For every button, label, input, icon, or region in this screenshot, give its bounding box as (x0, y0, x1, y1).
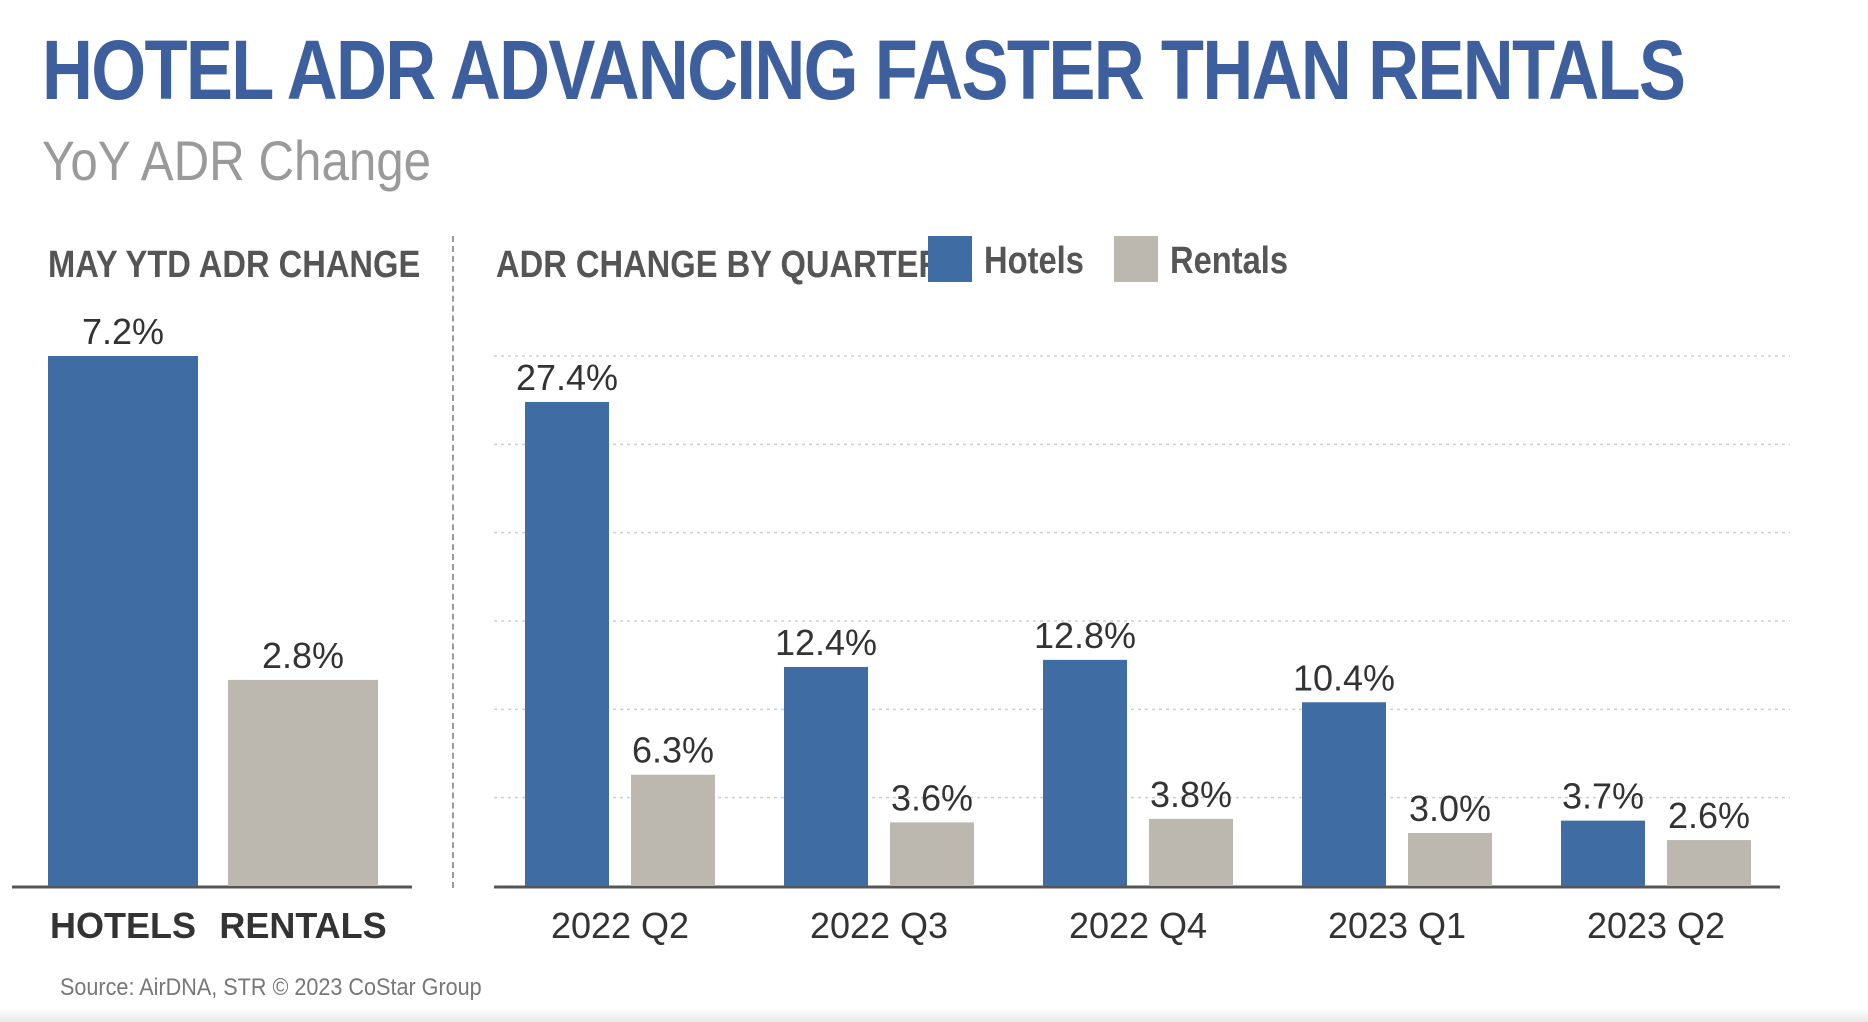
bar-hotels-2022-q3 (784, 666, 868, 886)
quarter-panel-title: ADR CHANGE BY QUARTER (496, 244, 943, 286)
legend-swatch-hotels (928, 236, 972, 282)
value-label-hotels-2023-q2: 3.7% (1562, 776, 1644, 817)
chart-subtitle: YoY ADR Change (42, 129, 432, 192)
ytd-category-label-rentals: RENTALS (219, 905, 386, 946)
ytd-value-label-hotels: 7.2% (82, 311, 164, 352)
bar-hotels-2023-q2 (1561, 820, 1645, 886)
value-label-rentals-2022-q2: 6.3% (632, 730, 714, 771)
legend-label-hotels: Hotels (984, 240, 1084, 282)
ytd-panel-title: MAY YTD ADR CHANGE (48, 244, 421, 286)
value-label-hotels-2023-q1: 10.4% (1293, 657, 1395, 698)
legend-swatch-rentals (1114, 236, 1158, 282)
legend-label-rentals: Rentals (1170, 240, 1289, 282)
bar-rentals-2023-q2 (1667, 840, 1751, 886)
bar-rentals-2022-q4 (1149, 818, 1233, 886)
value-label-hotels-2022-q2: 27.4% (516, 357, 618, 398)
x-tick-label-2023-q1: 2023 Q1 (1328, 905, 1466, 946)
panel-divider (452, 236, 454, 888)
bar-rentals-2023-q1 (1408, 833, 1492, 886)
value-label-rentals-2023-q1: 3.0% (1409, 788, 1491, 829)
bar-hotels-2022-q2 (525, 401, 609, 886)
ytd-category-label-hotels: HOTELS (50, 905, 196, 946)
ytd-value-label-rentals: 2.8% (262, 635, 344, 676)
value-label-hotels-2022-q3: 12.4% (775, 622, 877, 663)
bar-hotels-2022-q4 (1043, 659, 1127, 886)
source-note: Source: AirDNA, STR © 2023 CoStar Group (60, 974, 482, 1001)
ytd-bar-hotels (48, 356, 198, 886)
bar-rentals-2022-q2 (631, 774, 715, 886)
bar-hotels-2023-q1 (1302, 702, 1386, 886)
bottom-shade (0, 1008, 1868, 1022)
x-tick-label-2022-q4: 2022 Q4 (1069, 905, 1207, 946)
x-tick-label-2022-q2: 2022 Q2 (551, 905, 689, 946)
x-tick-label-2023-q2: 2023 Q2 (1587, 905, 1725, 946)
value-label-rentals-2022-q4: 3.8% (1150, 774, 1232, 815)
chart-title: HOTEL ADR ADVANCING FASTER THAN RENTALS (42, 23, 1686, 117)
value-label-hotels-2022-q4: 12.8% (1034, 615, 1136, 656)
bar-rentals-2022-q3 (890, 822, 974, 886)
ytd-bar-rentals (228, 679, 378, 886)
value-label-rentals-2023-q2: 2.6% (1668, 795, 1750, 836)
value-label-rentals-2022-q3: 3.6% (891, 777, 973, 818)
x-tick-label-2022-q3: 2022 Q3 (810, 905, 948, 946)
